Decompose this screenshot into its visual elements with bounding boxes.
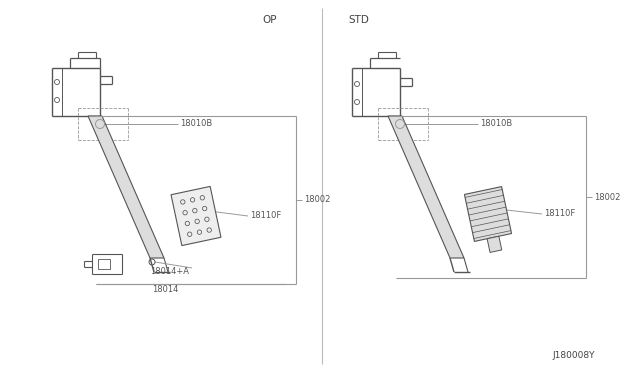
Text: STD: STD (348, 15, 369, 25)
Text: 18110F: 18110F (544, 209, 575, 218)
Polygon shape (171, 186, 221, 246)
Polygon shape (465, 187, 511, 241)
Bar (98, 259, 110, 269)
Text: OP: OP (263, 15, 277, 25)
Text: 18002: 18002 (304, 196, 330, 205)
Text: 18010B: 18010B (180, 119, 212, 128)
Text: 18014: 18014 (152, 285, 179, 295)
Polygon shape (88, 116, 164, 258)
Polygon shape (487, 236, 502, 253)
Text: 18110F: 18110F (250, 212, 281, 221)
Polygon shape (388, 116, 464, 258)
Text: 18002: 18002 (594, 192, 620, 202)
Text: 18014+A: 18014+A (150, 267, 189, 276)
Text: J180008Y: J180008Y (552, 352, 595, 360)
Text: 18010B: 18010B (480, 119, 512, 128)
